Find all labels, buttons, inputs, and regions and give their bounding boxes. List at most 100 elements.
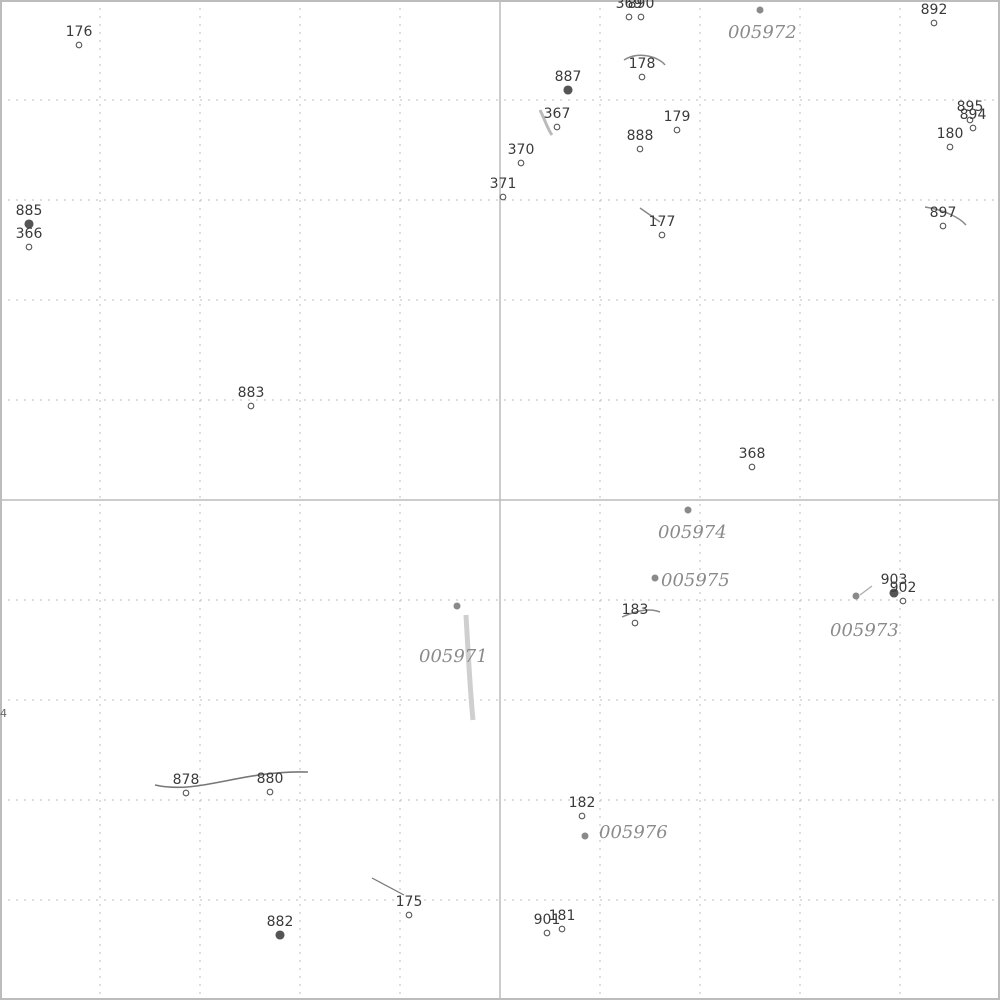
annotation-text: 005974 <box>658 522 727 543</box>
station-point: 903 <box>881 572 908 598</box>
annotation-text: 005973 <box>830 620 899 641</box>
station-point: 179 <box>664 109 691 134</box>
station-marker <box>24 219 34 229</box>
station-marker <box>636 145 644 153</box>
station-point: 369 <box>616 0 643 21</box>
annotation-dot <box>651 574 659 582</box>
station-label: 888 <box>627 128 654 144</box>
station-marker <box>405 911 413 919</box>
station-marker <box>637 13 645 21</box>
station-marker <box>25 243 33 251</box>
station-label: 878 <box>173 772 200 788</box>
station-point: 180 <box>937 126 964 151</box>
annotation-dot <box>756 6 764 14</box>
station-marker <box>658 231 666 239</box>
station-marker <box>930 19 938 27</box>
station-label: 179 <box>664 109 691 125</box>
station-marker <box>673 126 681 134</box>
station-point: 888 <box>627 128 654 153</box>
annotation: 005971 <box>419 602 488 667</box>
pencil-stroke <box>639 207 661 223</box>
station-label: 880 <box>257 771 284 787</box>
station-marker <box>969 124 977 132</box>
station-marker <box>889 588 899 598</box>
station-marker <box>499 193 507 201</box>
station-label: 894 <box>960 107 987 123</box>
station-label: 882 <box>267 914 294 930</box>
station-marker <box>553 123 561 131</box>
annotation-dot <box>581 832 589 840</box>
station-marker <box>638 73 646 81</box>
annotation-dot <box>453 602 461 610</box>
edge-label: 4 <box>0 707 7 720</box>
station-point: 885 <box>16 203 43 229</box>
station-marker <box>625 13 633 21</box>
station-label: 175 <box>396 894 423 910</box>
station-label: 885 <box>16 203 43 219</box>
station-marker <box>946 143 954 151</box>
pencil-stroke <box>623 54 666 66</box>
station-label: 367 <box>544 106 571 122</box>
station-label: 181 <box>549 908 576 924</box>
station-marker <box>939 222 947 230</box>
station-label: 892 <box>921 2 948 18</box>
station-label: 902 <box>890 580 917 596</box>
annotation: 005974 <box>658 506 727 543</box>
station-point: 882 <box>267 914 294 940</box>
annotation: 005972 <box>728 6 797 43</box>
station-point: 895 <box>957 99 983 124</box>
annotation-text: 005972 <box>728 22 797 43</box>
station-point: 894 <box>960 107 987 132</box>
station-marker <box>558 925 566 933</box>
station-label: 903 <box>881 572 908 588</box>
station-point: 366 <box>16 226 42 251</box>
station-marker <box>899 597 907 605</box>
pencil-stroke <box>154 771 309 789</box>
station-point: 897 <box>930 205 957 230</box>
station-point: 175 <box>396 894 423 919</box>
annotation-text: 005971 <box>419 646 488 667</box>
station-label: 182 <box>569 795 596 811</box>
station-point: 182 <box>569 795 596 820</box>
pencil-strokes <box>154 54 967 896</box>
pencil-stroke <box>924 206 967 226</box>
station-label: 370 <box>508 142 535 158</box>
station-marker <box>543 929 551 937</box>
station-point: 887 <box>555 69 582 95</box>
station-point: 177 <box>649 214 675 239</box>
station-point: 902 <box>890 580 917 605</box>
station-point: 183 <box>622 602 648 627</box>
station-marker <box>75 41 83 49</box>
station-label: 890 <box>628 0 655 12</box>
pencil-stroke <box>538 109 554 136</box>
station-point: 368 <box>739 446 765 471</box>
station-label: 371 <box>490 176 517 192</box>
station-point: 370 <box>508 142 535 167</box>
station-marker <box>275 930 285 940</box>
station-marker <box>247 402 255 410</box>
station-point: 367 <box>544 106 571 131</box>
station-point: 878 <box>173 772 200 797</box>
station-point: 901 <box>534 912 560 937</box>
station-marker <box>266 788 274 796</box>
station-label: 897 <box>930 205 957 221</box>
station-label: 180 <box>937 126 964 142</box>
annotation-text: 005976 <box>599 822 668 843</box>
station-point: 371 <box>490 176 517 201</box>
station-point: 890 <box>628 0 655 21</box>
station-point: 892 <box>921 2 948 27</box>
station-label: 369 <box>616 0 643 12</box>
station-point: 883 <box>238 385 264 410</box>
station-marker <box>563 85 573 95</box>
station-label: 887 <box>555 69 582 85</box>
station-marker <box>631 619 639 627</box>
station-label: 176 <box>66 24 93 40</box>
station-marker <box>966 116 974 124</box>
station-marker <box>517 159 525 167</box>
annotation: 005973 <box>830 592 899 641</box>
station-point: 880 <box>257 771 284 796</box>
